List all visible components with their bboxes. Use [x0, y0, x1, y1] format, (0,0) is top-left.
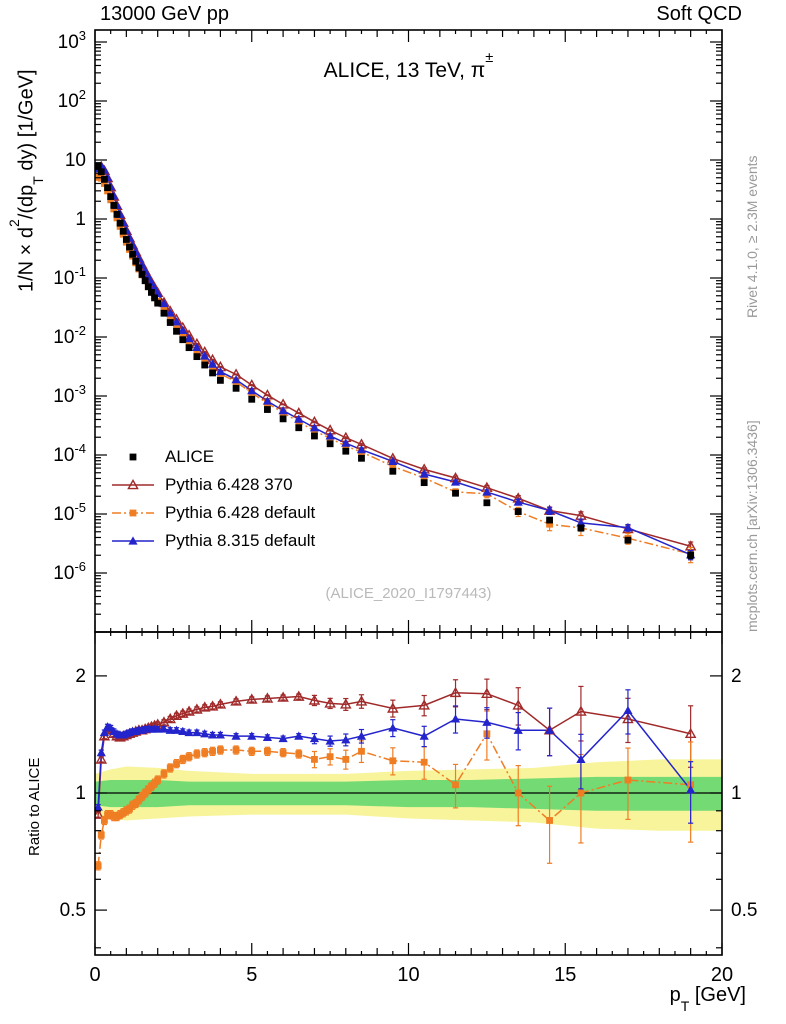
pythia6-default-marker-icon [112, 509, 154, 517]
axes-frames [94, 29, 723, 956]
x-title-segment: p [669, 984, 681, 1006]
pythia6-370-marker-icon [112, 478, 154, 490]
x-tick-label: 0 [89, 964, 100, 986]
green-uncertainty-band [95, 776, 722, 811]
main-y-tick-label: 10-1 [53, 264, 86, 289]
x-tick-label: 20 [711, 964, 733, 986]
main-y-tick-label: 10 [65, 150, 86, 171]
legend-item-pythia6-370: Pythia 6.428 370 [110, 471, 315, 499]
main-y-tick-label: 10-3 [53, 382, 86, 407]
plot-title-superscript: ± [485, 50, 494, 67]
plot-title-text: ALICE, 13 TeV, π [323, 59, 486, 82]
ratio-y-tick-label-left: 0.5 [60, 900, 86, 921]
y-title-subscript: T [29, 176, 46, 185]
alice-marker-icon [129, 453, 137, 461]
main-y-tick-label: 103 [58, 28, 86, 53]
legend-label-pythia6-370: Pythia 6.428 370 [165, 475, 293, 494]
ratio-y-tick-label-left: 2 [75, 666, 86, 687]
ratio-panel-data [95, 678, 697, 871]
ratio-y-axis-title: Ratio to ALICE [26, 757, 43, 856]
legend: ALICE Pythia 6.428 370 Pythia 6.428 defa… [110, 443, 315, 555]
legend-item-pythia8-default: Pythia 8.315 default [110, 527, 315, 555]
main-y-tick-label: 10-4 [53, 441, 86, 466]
main-y-tick-label: 10-5 [53, 500, 86, 525]
pythia8-default-marker-icon [112, 536, 154, 545]
ratio-y-tick-label-right: 2 [731, 666, 742, 687]
plot-title: ALICE, 13 TeV, π± [95, 50, 722, 83]
legend-label-pythia6-default: Pythia 6.428 default [165, 503, 316, 522]
y-title-superscript: 2 [5, 219, 22, 227]
y-title-segment: 1/N × d [15, 226, 38, 292]
x-axis-title: pT [GeV] [669, 984, 746, 1014]
legend-label-alice: ALICE [165, 447, 215, 466]
y-title-segment: dy) [1/GeV] [15, 69, 38, 177]
x-tick-label: 5 [246, 964, 257, 986]
legend-item-alice: ALICE [110, 443, 315, 471]
main-y-axis-title: 1/N × d2/(dpT dy) [1/GeV] [6, 69, 46, 292]
ratio-bands [95, 759, 722, 831]
main-panel-data [95, 160, 697, 564]
x-title-subscript: T [680, 997, 690, 1014]
ratio-y-tick-label-left: 1 [75, 783, 86, 804]
main-y-tick-label: 1 [75, 209, 86, 230]
rivet-version-note: Rivet 4.1.0, ≥ 2.3M events [744, 155, 760, 318]
mcplots-reference-note: mcplots.cern.ch [arXiv:1306.3436] [744, 420, 760, 632]
beam-energy-label: 13000 GeV pp [100, 3, 229, 25]
x-tick-label: 10 [397, 964, 419, 986]
legend-item-pythia6-default: Pythia 6.428 default [110, 499, 315, 527]
main-y-tick-label: 10-2 [53, 323, 86, 348]
analysis-watermark: (ALICE_2020_I1797443) [325, 585, 492, 602]
x-title-segment: [GeV] [689, 984, 746, 1006]
series-line [97, 176, 691, 555]
ratio-y-tick-label-right: 1 [731, 783, 742, 804]
ratio-y-tick-label-right: 0.5 [731, 900, 757, 921]
main-y-tick-label: 10-6 [53, 559, 86, 584]
process-group-label: Soft QCD [656, 3, 742, 25]
y-title-segment: /(dp [15, 184, 38, 220]
legend-label-pythia8-default: Pythia 8.315 default [165, 531, 316, 550]
main-y-tick-label: 102 [58, 87, 86, 112]
x-tick-label: 15 [554, 964, 576, 986]
